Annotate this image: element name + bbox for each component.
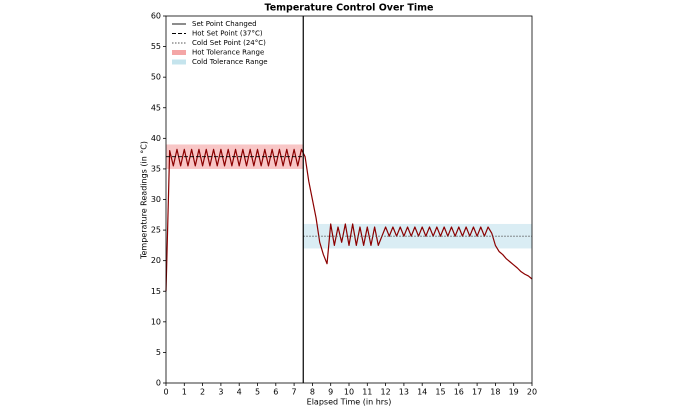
y-tick-label: 15: [151, 287, 161, 296]
y-tick-label: 30: [151, 195, 161, 204]
x-tick-label: 2: [200, 388, 205, 397]
legend-label: Cold Tolerance Range: [192, 58, 268, 66]
legend-swatch: [172, 50, 186, 55]
temperature-line: [165, 148, 533, 292]
y-tick-label: 35: [151, 164, 161, 173]
x-tick-label: 14: [417, 388, 427, 397]
x-tick-label: 20: [527, 388, 537, 397]
legend-swatch: [172, 59, 186, 65]
x-tick-label: 1: [182, 388, 187, 397]
y-tick-label: 0: [156, 379, 161, 388]
x-tick-label: 10: [344, 388, 354, 397]
legend-label: Hot Set Point (37°C): [192, 30, 263, 38]
x-tick-label: 16: [454, 388, 464, 397]
y-tick-label: 60: [151, 12, 161, 21]
x-tick-label: 6: [273, 388, 278, 397]
x-tick-label: 0: [163, 388, 168, 397]
x-axis-label: Elapsed Time (in hrs): [307, 398, 392, 407]
y-tick-label: 25: [151, 226, 161, 235]
legend-label: Hot Tolerance Range: [192, 49, 264, 57]
chart-title: Temperature Control Over Time: [264, 3, 433, 14]
y-tick-label: 45: [151, 103, 161, 112]
x-tick-label: 18: [490, 388, 500, 397]
x-tick-label: 9: [328, 388, 333, 397]
x-tick-label: 3: [218, 388, 223, 397]
y-tick-label: 20: [151, 256, 161, 265]
x-tick-label: 12: [381, 388, 391, 397]
legend-label: Cold Set Point (24°C): [192, 39, 266, 47]
x-tick-label: 8: [310, 388, 315, 397]
plot-frame: [165, 15, 533, 384]
x-tick-label: 15: [435, 388, 445, 397]
x-tick-label: 7: [292, 388, 297, 397]
y-tick-label: 55: [151, 42, 161, 51]
x-tick-label: 17: [472, 388, 482, 397]
legend-label: Set Point Changed: [192, 20, 257, 28]
y-tick-label: 10: [151, 317, 161, 326]
x-tick-label: 4: [237, 388, 242, 397]
x-tick-label: 13: [399, 388, 409, 397]
y-tick-label: 5: [156, 348, 161, 357]
x-tick-label: 5: [255, 388, 260, 397]
y-tick-label: 40: [151, 134, 161, 143]
x-tick-label: 11: [362, 388, 372, 397]
y-axis-label: Temperature Readings (in °C): [140, 141, 149, 260]
y-tick-label: 50: [151, 73, 161, 82]
x-tick-label: 19: [509, 388, 519, 397]
